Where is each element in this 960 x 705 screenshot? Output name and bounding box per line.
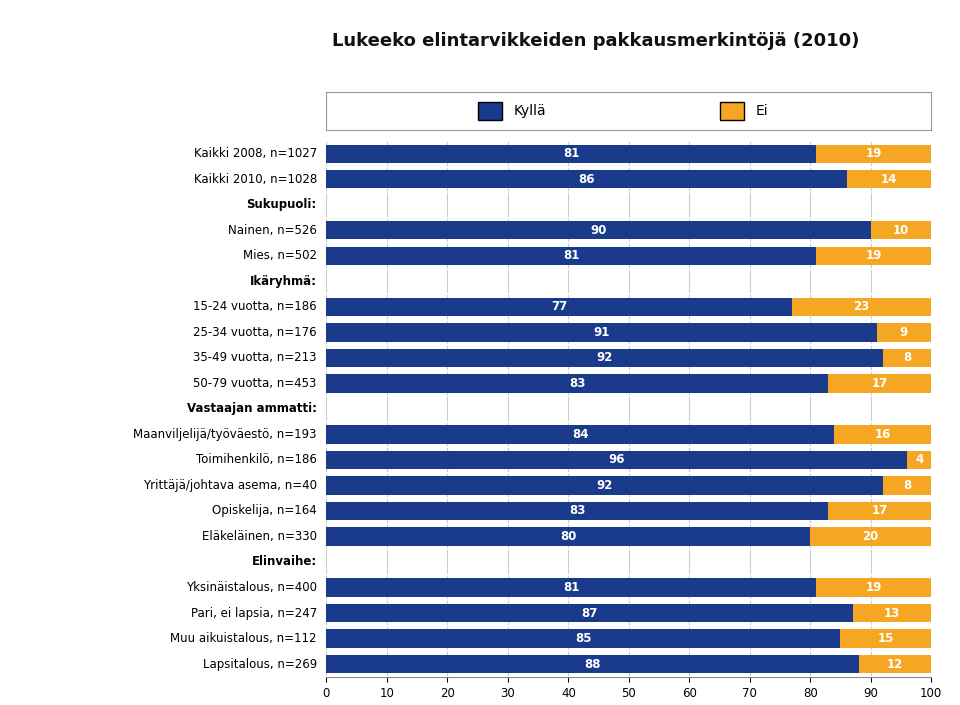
FancyBboxPatch shape: [478, 102, 502, 120]
Bar: [326, 145, 816, 163]
Text: Yrittäjä/johtava asema, n=40: Yrittäjä/johtava asema, n=40: [143, 479, 317, 492]
Bar: [828, 374, 931, 393]
Text: Yksinäistalous, n=400: Yksinäistalous, n=400: [186, 581, 317, 594]
Text: 14: 14: [880, 173, 897, 186]
Bar: [852, 603, 931, 623]
Bar: [326, 527, 810, 546]
Text: 35-49 vuotta, n=213: 35-49 vuotta, n=213: [193, 351, 317, 364]
Text: 83: 83: [569, 505, 586, 517]
Text: 20: 20: [863, 530, 878, 543]
Text: 16: 16: [875, 428, 891, 441]
Text: Elinvaihe:: Elinvaihe:: [252, 556, 317, 568]
Bar: [326, 349, 883, 367]
Text: 96: 96: [609, 453, 625, 467]
Text: 80: 80: [560, 530, 577, 543]
Text: 83: 83: [569, 377, 586, 390]
Bar: [326, 323, 876, 341]
Bar: [907, 450, 931, 469]
Bar: [326, 603, 852, 623]
Text: Lukeeko elintarvikkeiden pakkausmerkintöjä (2010): Lukeeko elintarvikkeiden pakkausmerkintö…: [331, 32, 859, 50]
Text: 8: 8: [903, 351, 911, 364]
Text: 92: 92: [596, 479, 612, 492]
Text: Pari, ei lapsia, n=247: Pari, ei lapsia, n=247: [190, 606, 317, 620]
Bar: [828, 502, 931, 520]
Text: 23: 23: [853, 300, 870, 313]
Text: 92: 92: [596, 351, 612, 364]
Text: Muu aikuistalous, n=112: Muu aikuistalous, n=112: [170, 632, 317, 645]
Text: Ei: Ei: [756, 104, 768, 118]
Text: 87: 87: [582, 606, 598, 620]
Text: 12: 12: [887, 658, 903, 670]
Bar: [326, 502, 828, 520]
Text: 81: 81: [564, 147, 580, 160]
Text: Lapsitalous, n=269: Lapsitalous, n=269: [203, 658, 317, 670]
Bar: [326, 247, 816, 265]
Bar: [876, 323, 931, 341]
Text: 19: 19: [866, 250, 882, 262]
Bar: [816, 247, 931, 265]
Text: 85: 85: [575, 632, 591, 645]
Bar: [847, 170, 931, 188]
Text: 17: 17: [872, 377, 888, 390]
Text: 77: 77: [551, 300, 567, 313]
Bar: [871, 221, 931, 240]
Text: Kaikki 2010, n=1028: Kaikki 2010, n=1028: [194, 173, 317, 186]
Text: taloustutkimus oy: taloustutkimus oy: [19, 33, 203, 51]
Bar: [810, 527, 931, 546]
Text: 88: 88: [585, 658, 601, 670]
Text: 50-79 vuotta, n=453: 50-79 vuotta, n=453: [193, 377, 317, 390]
Text: Nainen, n=526: Nainen, n=526: [228, 223, 317, 237]
Text: Kaikki 2008, n=1027: Kaikki 2008, n=1027: [194, 147, 317, 160]
Text: Eläkeläinen, n=330: Eläkeläinen, n=330: [202, 530, 317, 543]
Text: 13: 13: [884, 606, 900, 620]
Text: Maanviljelijä/työväestö, n=193: Maanviljelijä/työväestö, n=193: [133, 428, 317, 441]
Bar: [792, 298, 931, 316]
Bar: [883, 477, 931, 495]
Bar: [326, 298, 792, 316]
Bar: [816, 145, 931, 163]
Bar: [326, 221, 871, 240]
Text: Toimihenkilö, n=186: Toimihenkilö, n=186: [196, 453, 317, 467]
Text: 15: 15: [877, 632, 894, 645]
Bar: [326, 477, 883, 495]
Text: 19: 19: [866, 147, 882, 160]
Text: 81: 81: [564, 581, 580, 594]
Bar: [326, 170, 847, 188]
Text: 25-34 vuotta, n=176: 25-34 vuotta, n=176: [193, 326, 317, 339]
Text: 91: 91: [593, 326, 610, 339]
Bar: [883, 349, 931, 367]
Text: Opiskelija, n=164: Opiskelija, n=164: [212, 505, 317, 517]
Text: Mies, n=502: Mies, n=502: [243, 250, 317, 262]
Bar: [816, 578, 931, 596]
Text: Kyllä: Kyllä: [514, 104, 546, 118]
Bar: [326, 630, 841, 648]
Text: 84: 84: [572, 428, 588, 441]
Text: 86: 86: [578, 173, 594, 186]
Bar: [326, 655, 858, 673]
Text: 19: 19: [866, 581, 882, 594]
Text: 10: 10: [893, 223, 909, 237]
Text: 90: 90: [590, 223, 607, 237]
FancyBboxPatch shape: [720, 102, 744, 120]
Text: Vastaajan ammatti:: Vastaajan ammatti:: [187, 403, 317, 415]
Bar: [326, 578, 816, 596]
Text: Sukupuoli:: Sukupuoli:: [247, 198, 317, 212]
Text: 15-24 vuotta, n=186: 15-24 vuotta, n=186: [193, 300, 317, 313]
Text: 9: 9: [900, 326, 908, 339]
Text: 17: 17: [872, 505, 888, 517]
Text: 8: 8: [903, 479, 911, 492]
Bar: [326, 374, 828, 393]
Bar: [834, 425, 931, 443]
Bar: [326, 450, 907, 469]
Bar: [858, 655, 931, 673]
Text: Ikäryhmä:: Ikäryhmä:: [250, 275, 317, 288]
Text: 81: 81: [564, 250, 580, 262]
Text: 4: 4: [915, 453, 924, 467]
Bar: [326, 425, 834, 443]
Bar: [841, 630, 931, 648]
